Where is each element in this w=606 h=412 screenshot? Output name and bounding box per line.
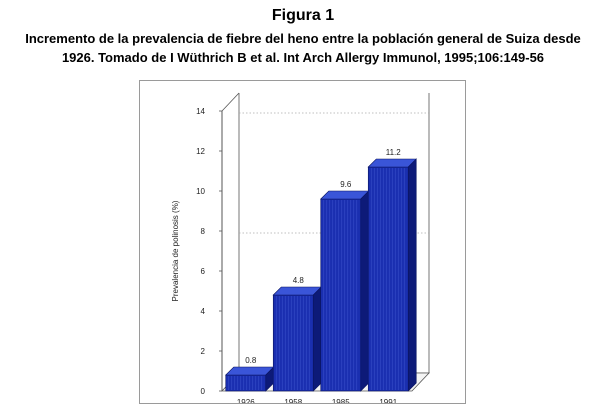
x-tick-label: 1991 — [379, 398, 397, 403]
y-tick-label: 14 — [196, 107, 205, 116]
y-tick-label: 6 — [201, 267, 206, 276]
figure-caption: Incremento de la prevalencia de fiebre d… — [0, 29, 606, 67]
figure-caption-line-2: 1926. Tomado de I Wüthrich B et al. Int … — [61, 50, 545, 65]
x-tick-label: 1926 — [237, 398, 255, 403]
bar-value-label: 4.8 — [293, 276, 305, 285]
figure-title: Figura 1 — [271, 7, 335, 24]
y-tick-label: 8 — [201, 227, 206, 236]
bar-value-label: 0.8 — [245, 356, 257, 365]
y-tick-label: 4 — [201, 307, 206, 316]
y-tick-label: 12 — [196, 147, 205, 156]
bar-side — [360, 190, 370, 392]
bar-side — [407, 158, 417, 392]
bar-side — [312, 286, 322, 392]
y-tick-label: 0 — [201, 387, 206, 396]
y-tick-label: 2 — [201, 347, 206, 356]
chart-frame: 0 2 4 6 8 10 12 14 Prevalencia de polinosis (%) 0… — [139, 80, 466, 404]
y-axis-label: Prevalencia de polinosis (%) — [171, 200, 180, 301]
bar — [320, 198, 362, 392]
bar-chart: 0 2 4 6 8 10 12 14 Prevalencia de polinosis (%) 0… — [171, 92, 430, 403]
y-tick-label: 10 — [196, 187, 205, 196]
bar-value-label: 11.2 — [386, 148, 402, 157]
top-depth-edge — [221, 92, 240, 112]
figure-caption-line-1: Incremento de la prevalencia de fiebre d… — [25, 31, 581, 46]
x-tick-label: 1985 — [332, 398, 350, 403]
x-tick-label: 1958 — [284, 398, 302, 403]
bar-value-label: 9.6 — [340, 180, 352, 189]
